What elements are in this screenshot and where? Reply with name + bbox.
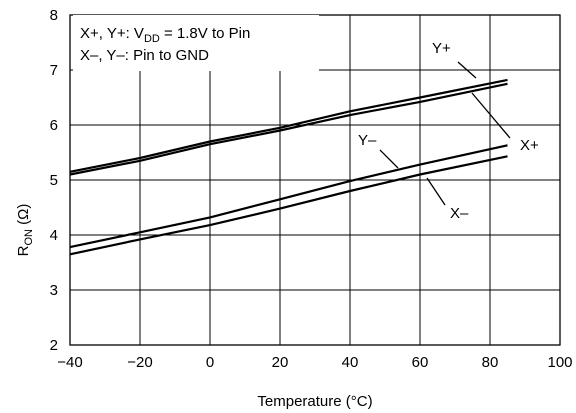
x-tick-label: 100: [547, 354, 572, 371]
pointer-x-plus: [471, 92, 511, 139]
x-tick-label: 0: [206, 354, 214, 371]
x-tick-label: 40: [342, 354, 359, 371]
pointer-x-minus: [426, 177, 446, 206]
y-axis-title: RON (Ω): [15, 204, 35, 257]
series-line-x-plus: [69, 82, 508, 176]
y-tick-label: 4: [50, 227, 58, 244]
x-tick-label: −40: [57, 354, 82, 371]
series-label-y-minus: Y–: [358, 132, 377, 149]
x-tick-label: 60: [412, 354, 429, 371]
y-tick-label: 8: [50, 7, 58, 24]
annotation-line-1: X+, Y+: VDD = 1.8V to Pin: [80, 25, 250, 45]
y-tick-label: 6: [50, 117, 58, 134]
y-tick-labels: 2 3 4 5 6 7 8: [50, 7, 58, 354]
y-tick-label: 7: [50, 62, 58, 79]
series-pointers: [379, 61, 511, 206]
pointer-y-minus: [379, 149, 399, 169]
series-lines: [69, 78, 508, 256]
y-tick-label: 3: [50, 282, 58, 299]
pointer-y-plus: [457, 61, 477, 79]
y-tick-label: 2: [50, 337, 58, 354]
x-tick-label: −20: [127, 354, 152, 371]
series-line-x-minus: [69, 155, 508, 256]
annotation-line-2: X–, Y–: Pin to GND: [80, 47, 209, 64]
x-axis-title: Temperature (°C): [257, 393, 372, 410]
x-tick-label: 20: [272, 354, 289, 371]
y-tick-label: 5: [50, 172, 58, 189]
series-label-x-plus: X+: [520, 137, 539, 154]
x-tick-label: 80: [482, 354, 499, 371]
series-label-y-plus: Y+: [432, 40, 451, 57]
series-line-y-plus: [69, 78, 508, 173]
annotation-box: X+, Y+: VDD = 1.8V to Pin X–, Y–: Pin to…: [73, 15, 319, 71]
x-tick-labels: −40 −20 0 20 40 60 80 100: [57, 354, 572, 371]
series-line-y-minus: [69, 144, 508, 249]
series-labels: Y+ X+ Y– X–: [358, 40, 539, 222]
series-label-x-minus: X–: [450, 205, 469, 222]
